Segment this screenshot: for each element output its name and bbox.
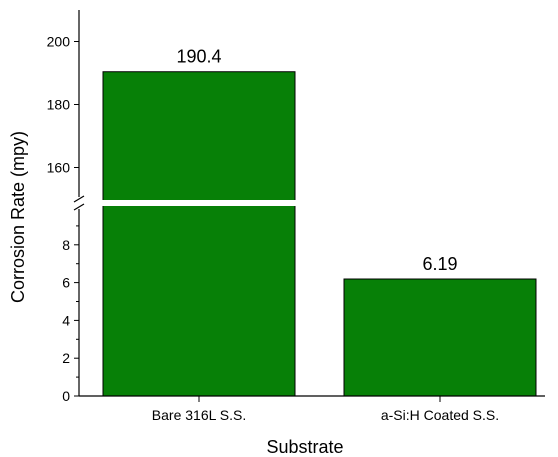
y-tick-label-8: 8 — [62, 237, 70, 253]
y-tick-label-160: 160 — [47, 160, 71, 176]
category-label-2: a-Si:H Coated S.S. — [381, 407, 499, 423]
data-label-2: 6.19 — [422, 254, 457, 274]
bar-break-gap-1 — [102, 200, 296, 206]
y-tick-label-200: 200 — [47, 34, 71, 50]
bar-2 — [343, 278, 537, 397]
y-tick-label-180: 180 — [47, 97, 71, 113]
bars-layer — [102, 71, 537, 397]
bar-1 — [102, 71, 296, 397]
data-label-1: 190.4 — [176, 47, 221, 67]
y-tick-label-0: 0 — [62, 388, 70, 404]
axis-break-mark-1 — [73, 195, 85, 203]
y-tick-label-4: 4 — [62, 312, 70, 328]
axes-layer — [73, 10, 545, 402]
y-tick-label-6: 6 — [62, 275, 70, 291]
category-label-1: Bare 316L S.S. — [152, 407, 246, 423]
labels-layer: 190.4 Bare 316L S.S. 6.19 a-Si:H Coated S.S… — [47, 34, 500, 424]
y-axis-title: Corrosion Rate (mpy) — [8, 131, 28, 303]
x-axis-title: Substrate — [266, 437, 343, 457]
y-tick-label-2: 2 — [62, 350, 70, 366]
axis-break-mark-2 — [73, 203, 85, 211]
